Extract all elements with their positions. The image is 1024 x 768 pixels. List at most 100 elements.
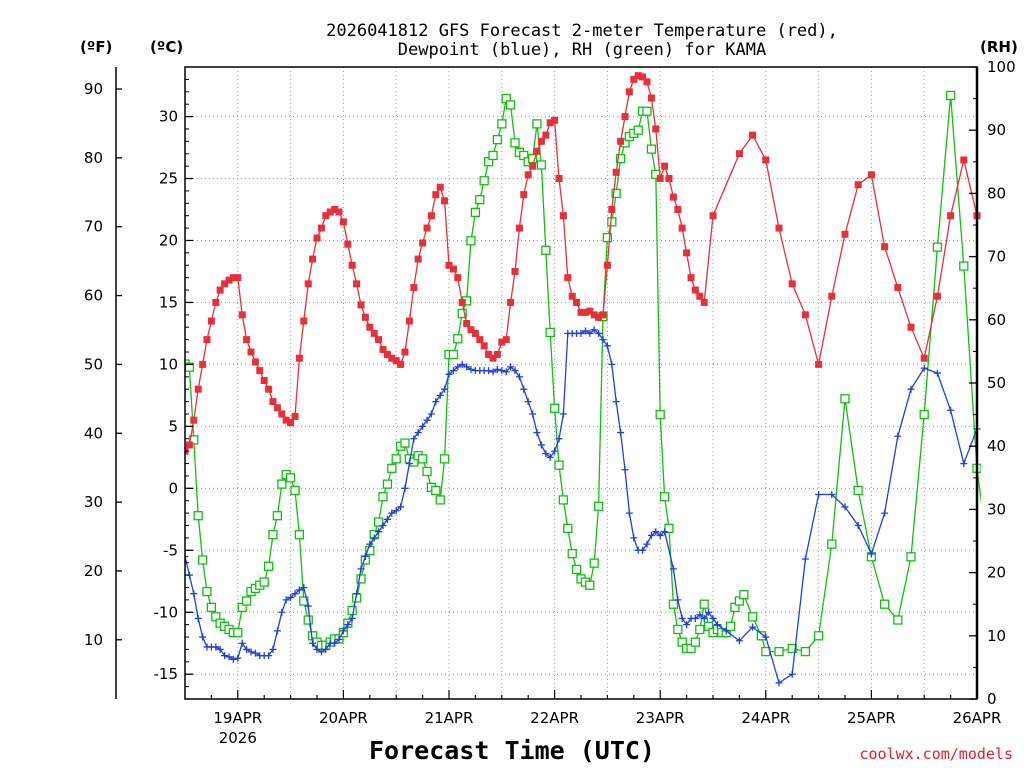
temperature-point — [621, 113, 629, 121]
temperature-point — [383, 350, 391, 358]
fahrenheit-tick-label: 10 — [84, 631, 103, 649]
temperature-point — [573, 298, 581, 306]
fahrenheit-tick-label: 30 — [84, 493, 103, 511]
rh-point — [668, 599, 679, 609]
dewpoint-point — [520, 385, 528, 393]
temperature-point — [920, 354, 928, 362]
dewpoint-point — [617, 429, 625, 437]
dewpoint-point — [344, 621, 352, 629]
dewpoint-point — [595, 329, 603, 337]
dewpoint-point — [287, 593, 295, 601]
series-temperature — [185, 72, 981, 455]
dewpoint-point — [775, 679, 783, 687]
dewpoint-point — [656, 531, 664, 539]
rh-tick-label: 100 — [987, 58, 1016, 76]
dewpoint-point — [361, 552, 369, 560]
rh-point — [400, 438, 410, 448]
dewpoint-point — [467, 365, 475, 373]
temperature-point — [493, 350, 501, 358]
dewpoint-point — [379, 522, 387, 530]
dewpoint-point — [269, 645, 277, 653]
rh-point — [646, 144, 657, 154]
dewpoint-point — [577, 329, 585, 337]
rh-point — [303, 615, 313, 625]
temperature-point — [317, 224, 325, 232]
dewpoint-point — [599, 336, 607, 344]
temperature-point — [775, 224, 783, 232]
temperature-point — [256, 367, 264, 375]
rh-point — [290, 485, 300, 496]
temperature-point — [463, 320, 471, 328]
temperature-point — [339, 218, 347, 226]
rh-point — [532, 119, 542, 129]
temperature-point — [353, 280, 361, 288]
temperature-point — [185, 441, 193, 449]
rh-tick-label: 60 — [987, 311, 1006, 329]
temperature-point — [511, 267, 519, 275]
dewpoint-point — [696, 611, 704, 619]
celsius-tick-label: -5 — [163, 541, 178, 559]
temperature-point — [375, 336, 383, 344]
dewpoint-point — [947, 406, 955, 414]
rh-point — [602, 232, 613, 243]
rh-point — [457, 308, 467, 319]
rh-point — [241, 596, 252, 606]
dewpoint-point — [449, 367, 457, 375]
temperature-point — [590, 311, 598, 319]
x-tick-label: 22APR — [530, 709, 579, 727]
rh-point — [470, 207, 481, 218]
temperature-point — [260, 377, 268, 385]
temperature-point — [568, 292, 576, 300]
temperature-point — [291, 412, 299, 420]
rh-point — [268, 530, 278, 540]
x-tick-label: 25APR — [847, 709, 896, 727]
temperature-point — [243, 336, 251, 344]
chart-title: 2026041812 GFS Forecast 2-meter Temperat… — [326, 21, 838, 60]
x-tick-label: 26APR — [953, 709, 1002, 727]
dewpoint-point — [709, 614, 717, 622]
dewpoint-point — [581, 327, 589, 335]
rh-point — [536, 160, 547, 170]
dewpoint-point — [432, 398, 440, 406]
dewpoint-point — [190, 590, 198, 598]
temperature-point — [445, 261, 453, 269]
dewpoint-point — [881, 509, 889, 517]
rh-point — [505, 100, 516, 110]
temperature-point — [423, 224, 431, 232]
dewpoint-point — [401, 484, 409, 492]
temperature-point — [933, 292, 941, 300]
temperature-point — [634, 72, 642, 80]
temperature-point — [735, 150, 743, 158]
temperature-point — [216, 286, 224, 294]
dewpoint-point — [661, 528, 669, 536]
dewpoint-point — [537, 441, 545, 449]
temperature-point — [612, 168, 620, 176]
rh-point — [585, 580, 595, 590]
data-series — [185, 72, 981, 687]
temperature-point — [212, 298, 220, 306]
dewpoint-point — [436, 391, 444, 399]
temperature-point — [801, 311, 809, 319]
dewpoint-point — [894, 432, 902, 440]
temperature-point — [207, 317, 215, 325]
temperature-point — [630, 75, 638, 83]
dewpoint-point — [630, 534, 638, 542]
dewpoint-point — [507, 363, 515, 371]
dewpoint-point — [621, 466, 629, 474]
x-tick-label: 24APR — [741, 709, 790, 727]
dewpoint-point — [586, 329, 594, 337]
dewpoint-point — [603, 342, 611, 350]
rh-point — [879, 599, 890, 609]
rh-point — [373, 517, 384, 527]
rh-tick-label: 40 — [987, 437, 1006, 455]
temperature-point — [533, 147, 541, 155]
dewpoint-point — [546, 453, 554, 461]
rh-point — [695, 624, 705, 635]
dewpoint-point — [335, 636, 343, 644]
dewpoint-point — [625, 509, 633, 517]
temperature-point — [357, 301, 365, 309]
dewpoint-point — [375, 528, 383, 536]
temperature-point — [476, 336, 484, 344]
rh-point — [593, 501, 604, 511]
celsius-tick-label: 0 — [168, 479, 178, 497]
